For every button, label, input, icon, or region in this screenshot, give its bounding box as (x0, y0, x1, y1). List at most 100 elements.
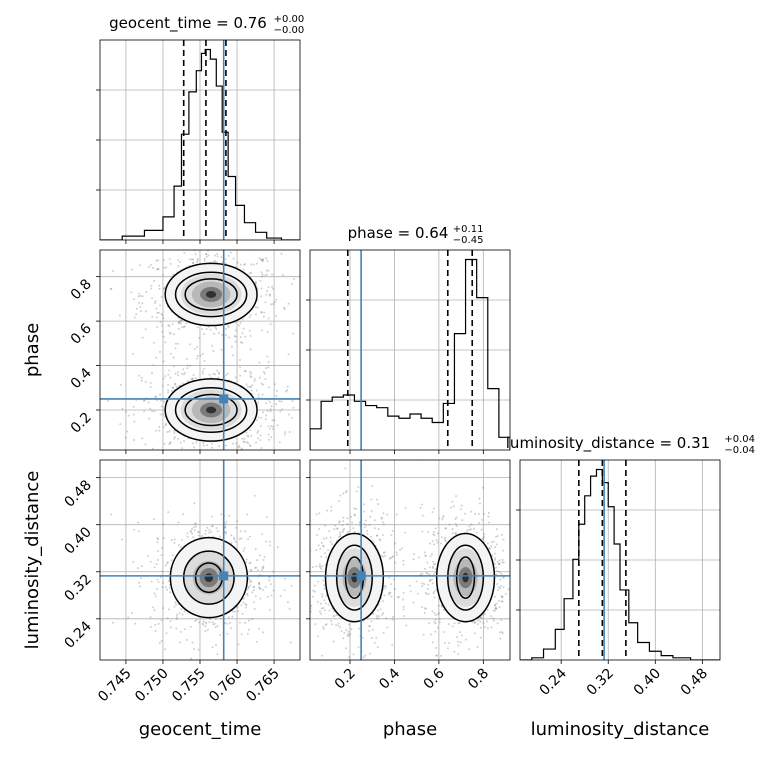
scatter-point (254, 306, 257, 309)
scatter-point (248, 562, 251, 565)
scatter-point (168, 442, 171, 445)
scatter-point (173, 538, 176, 541)
scatter-point (273, 419, 276, 422)
scatter-point (167, 373, 170, 376)
scatter-point (217, 332, 220, 335)
scatter-point (177, 265, 180, 268)
scatter-point (259, 597, 262, 600)
scatter-point (171, 323, 174, 326)
scatter-point (334, 524, 337, 527)
scatter-point (340, 630, 343, 633)
scatter-point (381, 521, 384, 524)
scatter-point (201, 328, 204, 331)
scatter-point (361, 637, 364, 640)
scatter-point (392, 616, 395, 619)
scatter-point (144, 443, 147, 446)
scatter-point (387, 593, 390, 596)
scatter-point (433, 534, 436, 537)
scatter-point (362, 503, 365, 506)
scatter-point (479, 626, 482, 629)
scatter-point (341, 531, 344, 534)
contour-line-0-1 (174, 271, 248, 318)
scatter-point (173, 432, 176, 435)
scatter-point (333, 528, 336, 531)
scatter-point (261, 260, 264, 263)
title-main: phase = 0.64 (348, 224, 449, 242)
scatter-point (371, 484, 374, 487)
scatter-point (272, 303, 275, 306)
scatter-point (472, 527, 475, 530)
scatter-point (183, 371, 186, 374)
scatter-point (498, 563, 501, 566)
scatter-point (452, 505, 455, 508)
scatter-point (140, 577, 143, 580)
scatter-point (158, 642, 161, 645)
scatter-point (236, 261, 239, 264)
histogram-panel-geocent_time (96, 39, 301, 244)
scatter-point (501, 595, 504, 598)
scatter-point (255, 566, 258, 569)
scatter-point (245, 561, 248, 564)
scatter-point (111, 269, 114, 272)
scatter-point (144, 328, 147, 331)
scatter-point (189, 364, 192, 367)
scatter-point (288, 430, 291, 433)
scatter-point (154, 396, 157, 399)
scatter-point (175, 613, 178, 616)
scatter-point (224, 258, 227, 261)
scatter-point (275, 395, 278, 398)
scatter-point (431, 511, 434, 514)
scatter-point (380, 516, 383, 519)
scatter-point (482, 486, 485, 489)
scatter-point (461, 519, 464, 522)
scatter-point (217, 372, 220, 375)
scatter-point (502, 561, 505, 564)
scatter-point (211, 524, 214, 527)
scatter-point (430, 578, 433, 581)
scatter-point (192, 526, 195, 529)
scatter-point (249, 348, 252, 351)
scatter-point (363, 526, 366, 529)
scatter-point (328, 530, 331, 533)
scatter-point (190, 529, 193, 532)
scatter-point (244, 370, 247, 373)
scatter-point (438, 618, 441, 621)
scatter-point (238, 538, 241, 541)
scatter-point (366, 530, 369, 533)
scatter-point (423, 551, 426, 554)
scatter-point (231, 345, 234, 348)
scatter-point (254, 313, 257, 316)
scatter-point (196, 259, 199, 262)
scatter-point (191, 258, 194, 261)
scatter-point (267, 425, 270, 428)
scatter-point (435, 646, 438, 649)
scatter-point (235, 442, 238, 445)
scatter-point (363, 522, 366, 525)
scatter-point (135, 313, 138, 316)
scatter-point (342, 520, 345, 523)
scatter-point (245, 441, 248, 444)
scatter-point (256, 306, 259, 309)
scatter-point (191, 641, 194, 644)
scatter-point (207, 254, 210, 257)
scatter-point (167, 608, 170, 611)
scatter-point (451, 528, 454, 531)
scatter-point (156, 311, 159, 314)
scatter-point (424, 555, 427, 558)
scatter-point (501, 561, 504, 564)
scatter-point (151, 410, 154, 413)
scatter-point (132, 413, 135, 416)
scatter-point (264, 377, 267, 380)
scatter-point (380, 554, 383, 557)
scatter-point (395, 553, 398, 556)
scatter-point (435, 588, 438, 591)
scatter-point (280, 252, 283, 255)
scatter-point (169, 442, 172, 445)
scatter-point (133, 316, 136, 319)
scatter-point (480, 528, 483, 531)
scatter-point (281, 408, 284, 411)
scatter-point (402, 608, 405, 611)
scatter-point (257, 430, 260, 433)
scatter-point (395, 551, 398, 554)
scatter-point (261, 566, 264, 569)
